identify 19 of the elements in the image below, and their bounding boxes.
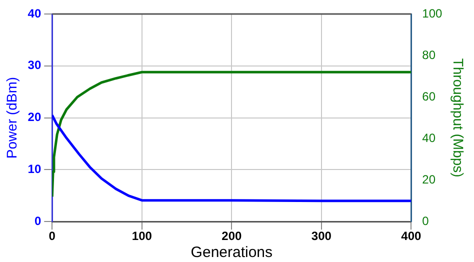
x-tick-label: 200 — [222, 229, 242, 244]
y2-tick-label: 60 — [422, 89, 436, 104]
y2-axis-title: Throughput (Mbps) — [450, 58, 467, 178]
y2-tick-label: 0 — [422, 214, 430, 228]
x-axis-title: Generations — [190, 244, 273, 262]
y-tick-label: 0 — [34, 214, 42, 228]
y-tick-label: 10 — [28, 162, 42, 176]
y2-tick-label: 80 — [422, 48, 436, 62]
y-tick-label: 40 — [28, 6, 42, 20]
y2-tick-label: 20 — [422, 172, 436, 186]
y2-tick-label: 100 — [422, 6, 443, 20]
x-tick-label: 300 — [311, 229, 332, 244]
y-tick-label: 30 — [28, 58, 42, 72]
x-tick-label: 400 — [401, 229, 422, 244]
y2-tick-label: 40 — [422, 130, 436, 145]
x-tick-label: 0 — [48, 229, 56, 244]
y-tick-label: 20 — [28, 110, 42, 124]
y-axis-title: Power (dBm) — [3, 76, 20, 159]
x-tick-label: 100 — [132, 229, 152, 244]
